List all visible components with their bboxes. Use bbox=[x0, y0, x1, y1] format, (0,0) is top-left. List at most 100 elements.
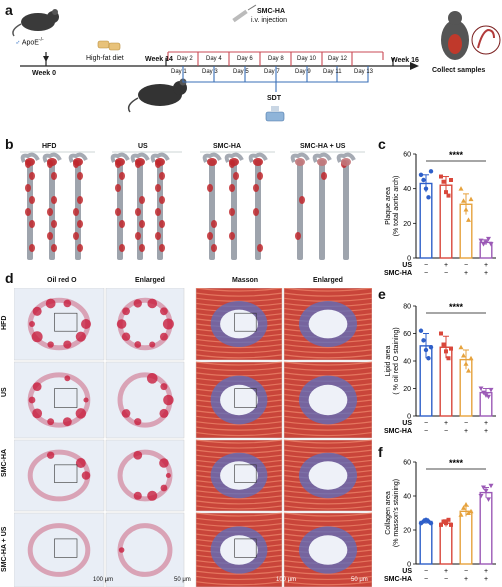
data-point bbox=[447, 194, 451, 198]
condition-sign: + bbox=[484, 420, 488, 427]
data-point bbox=[419, 329, 423, 333]
day-label-top: Day 4 bbox=[206, 56, 222, 62]
data-point bbox=[442, 180, 446, 184]
day-label-bottom: Day 11 bbox=[323, 69, 342, 75]
condition-sign: + bbox=[464, 576, 468, 583]
data-point bbox=[479, 387, 484, 392]
bar bbox=[420, 183, 432, 258]
data-point bbox=[461, 198, 466, 203]
y-tick-label: 60 bbox=[403, 460, 411, 467]
condition-sign: − bbox=[424, 428, 428, 435]
oil-red-image bbox=[106, 513, 184, 587]
sdt-label: SDT bbox=[267, 95, 281, 102]
data-point bbox=[489, 484, 494, 489]
data-point bbox=[429, 169, 433, 173]
data-point bbox=[459, 512, 464, 517]
data-point bbox=[439, 175, 443, 179]
hist-col-header: Oil red O bbox=[47, 277, 77, 284]
aorta-specimen bbox=[227, 155, 242, 260]
chart-f: 0204060Collagen area (% masson's staining… bbox=[372, 448, 502, 587]
y-axis-label: (% masson's staining) bbox=[393, 479, 400, 547]
condition-sign: + bbox=[444, 420, 448, 427]
condition-sign: − bbox=[424, 420, 428, 427]
aorta-specimen bbox=[45, 155, 60, 260]
data-point bbox=[444, 190, 448, 194]
data-point bbox=[449, 178, 453, 182]
condition-sign: + bbox=[464, 428, 468, 435]
aorta-zoom-icon bbox=[472, 26, 500, 54]
oil-red-image bbox=[14, 440, 104, 511]
day-label-bottom: Day 13 bbox=[354, 69, 373, 75]
hist-row-label: HFD bbox=[1, 316, 8, 330]
condition-sign: − bbox=[424, 262, 428, 269]
day-label-bottom: Day 9 bbox=[295, 69, 311, 75]
aorta-specimen bbox=[133, 155, 148, 260]
data-point bbox=[426, 356, 430, 360]
injection-sub: i.v. injection bbox=[251, 17, 287, 24]
chart-c: 0204060Plaque area (% total aortic arch)*… bbox=[372, 140, 502, 280]
data-point bbox=[469, 197, 474, 202]
y-tick-label: 20 bbox=[403, 221, 411, 228]
significance-label: **** bbox=[449, 302, 464, 312]
food-pellet-icon bbox=[98, 41, 120, 50]
data-point bbox=[421, 178, 425, 182]
condition-sign: − bbox=[424, 270, 428, 277]
data-point bbox=[424, 186, 428, 190]
day-label-top: Day 12 bbox=[328, 56, 347, 62]
aorta-specimen bbox=[71, 155, 86, 260]
data-point bbox=[486, 497, 491, 502]
aorta-group-label: SMC-HA + US bbox=[300, 143, 345, 150]
week0-label: Week 0 bbox=[32, 70, 56, 77]
mouse-icon-center bbox=[129, 79, 187, 113]
y-tick-label: 40 bbox=[403, 494, 411, 501]
condition-sign: − bbox=[464, 568, 468, 575]
oil-red-image bbox=[106, 362, 184, 438]
histology-grid bbox=[14, 288, 372, 587]
week16-label: Week 16 bbox=[391, 57, 419, 64]
data-point bbox=[469, 356, 474, 361]
data-point bbox=[426, 195, 430, 199]
oil-red-image bbox=[14, 362, 104, 438]
y-axis-label: Plaque area bbox=[385, 187, 392, 225]
condition-label: US bbox=[402, 420, 412, 427]
bar bbox=[480, 493, 492, 564]
data-point bbox=[419, 173, 423, 177]
bar bbox=[420, 522, 432, 565]
injection-title: SMC-HA bbox=[257, 8, 285, 15]
masson-image bbox=[196, 440, 282, 511]
condition-sign: − bbox=[444, 428, 448, 435]
y-tick-label: 20 bbox=[403, 386, 411, 393]
masson-image bbox=[284, 362, 372, 438]
y-tick-label: 80 bbox=[403, 304, 411, 311]
oil-red-image bbox=[106, 288, 184, 360]
data-point bbox=[429, 345, 433, 349]
bar bbox=[440, 523, 452, 564]
day-label-bottom: Day 7 bbox=[264, 69, 280, 75]
data-point bbox=[489, 388, 494, 393]
masson-image bbox=[196, 362, 282, 438]
y-axis-label: Lipid area bbox=[385, 346, 392, 377]
aorta-images bbox=[0, 150, 370, 265]
condition-label: SMC-HA bbox=[384, 428, 412, 435]
mouse-icon bbox=[13, 9, 59, 36]
aorta-group-label: HFD bbox=[42, 143, 56, 150]
panel-label-d: d bbox=[5, 270, 14, 286]
oil-red-image bbox=[106, 440, 184, 511]
data-point bbox=[466, 217, 471, 222]
ultrasound-device-icon bbox=[266, 106, 284, 121]
condition-sign: − bbox=[424, 576, 428, 583]
day-label-bottom: Day 3 bbox=[202, 69, 218, 75]
aorta-specimen bbox=[251, 155, 266, 260]
apoe-label: ♂ ApoE-/- bbox=[15, 37, 44, 46]
data-point bbox=[461, 353, 466, 358]
bar bbox=[460, 511, 472, 564]
condition-sign: + bbox=[484, 428, 488, 435]
data-point bbox=[449, 347, 453, 351]
y-axis-label: (% total aortic arch) bbox=[393, 176, 400, 237]
hist-row-label: SMC-HA + US bbox=[1, 527, 8, 572]
data-point bbox=[479, 494, 484, 499]
y-axis-label: ( % oil red O staining) bbox=[393, 327, 400, 394]
aorta-specimen bbox=[205, 155, 220, 260]
data-point bbox=[449, 523, 453, 527]
y-axis-label: Collagen area bbox=[385, 491, 392, 535]
